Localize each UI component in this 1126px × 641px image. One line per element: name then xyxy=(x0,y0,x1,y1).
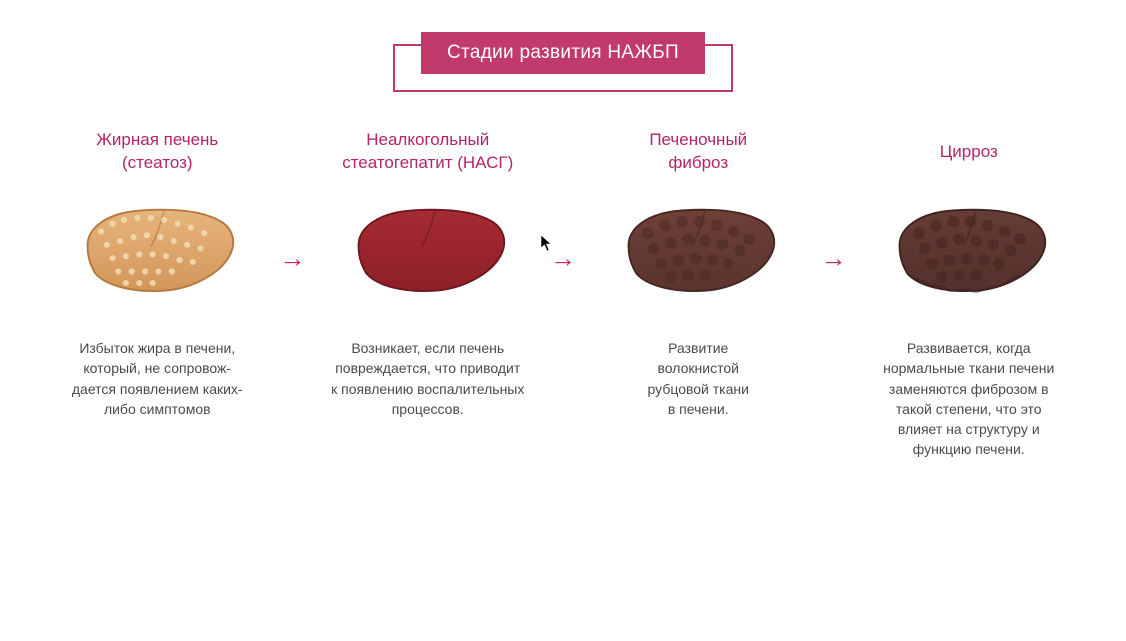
arrow-icon: → xyxy=(816,168,852,348)
stage-title: Печеночный фиброз xyxy=(649,128,747,176)
stage-title: Неалкогольный стеатогепатит (НАСГ) xyxy=(342,128,513,176)
arrow-glyph: → xyxy=(550,243,576,274)
stage-cirrhosis: Цирроз Развивается, когда нормальные тка… xyxy=(852,128,1087,460)
arrow-icon: → xyxy=(545,168,581,348)
stage-nash: Неалкогольный стеатогепатит (НАСГ) Возни… xyxy=(311,128,546,419)
arrow-glyph: → xyxy=(821,243,847,274)
stage-steatosis: Жирная печень (стеатоз) Избыток жира в п… xyxy=(40,128,275,419)
stages-row: Жирная печень (стеатоз) Избыток жира в п… xyxy=(0,128,1126,460)
stage-description: Избыток жира в печени, который, не сопро… xyxy=(72,338,243,419)
arrow-glyph: → xyxy=(280,243,306,274)
stage-description: Развитие волокнистой рубцовой ткани в пе… xyxy=(648,338,749,419)
liver-illustration xyxy=(603,190,793,310)
stage-title: Жирная печень (стеатоз) xyxy=(96,128,218,176)
stage-fibrosis: Печеночный фиброз Развитие волокнистой р… xyxy=(581,128,816,419)
header: Стадии развития НАЖБП xyxy=(0,36,1126,78)
liver-illustration xyxy=(62,190,252,310)
liver-illustration xyxy=(333,190,523,310)
page-title: Стадии развития НАЖБП xyxy=(421,32,705,74)
stage-description: Возникает, если печень повреждается, что… xyxy=(331,338,524,419)
liver-illustration xyxy=(874,190,1064,310)
stage-title: Цирроз xyxy=(940,128,998,176)
stage-description: Развивается, когда нормальные ткани пече… xyxy=(883,338,1054,460)
arrow-icon: → xyxy=(275,168,311,348)
